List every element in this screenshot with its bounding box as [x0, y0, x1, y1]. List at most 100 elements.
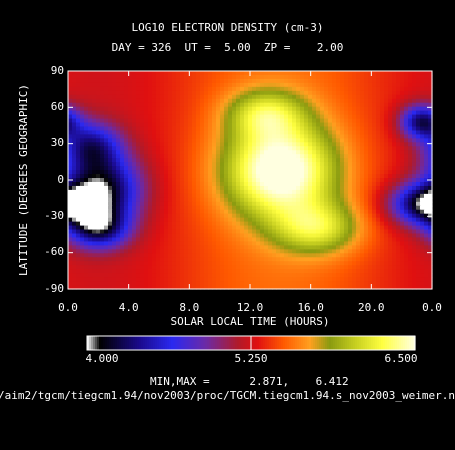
- heatmap-cell: [68, 205, 73, 211]
- heatmap-cell: [392, 90, 397, 96]
- heatmap-cell: [200, 181, 205, 187]
- heatmap-cell: [228, 181, 233, 187]
- heatmap-cell: [420, 174, 425, 179]
- heatmap-cell: [400, 209, 405, 215]
- heatmap-cell: [128, 249, 133, 254]
- heatmap-cell: [88, 90, 93, 96]
- heatmap-cell: [76, 122, 81, 128]
- heatmap-cell: [344, 162, 349, 167]
- heatmap-cell: [312, 166, 317, 171]
- heatmap-cell: [148, 261, 153, 266]
- heatmap-cell: [396, 174, 401, 179]
- heatmap-cell: [340, 185, 345, 191]
- heatmap-cell: [324, 94, 329, 100]
- heatmap-cell: [204, 126, 209, 132]
- heatmap-cell: [380, 281, 385, 286]
- heatmap-cell: [312, 74, 317, 80]
- heatmap-cell: [244, 134, 249, 139]
- heatmap-cell: [324, 245, 329, 250]
- heatmap-cell: [136, 142, 141, 147]
- heatmap-cell: [372, 261, 377, 266]
- heatmap-cell: [252, 170, 257, 175]
- heatmap-cell: [216, 281, 221, 286]
- heatmap-cell: [420, 146, 425, 151]
- heatmap-cell: [316, 82, 321, 88]
- heatmap-cell: [204, 209, 209, 215]
- heatmap-cell: [132, 181, 137, 187]
- heatmap-cell: [116, 86, 121, 92]
- heatmap-cell: [200, 185, 205, 191]
- heatmap-cell: [320, 217, 325, 223]
- heatmap-cell: [372, 86, 377, 92]
- heatmap-cell: [232, 241, 237, 246]
- heatmap-cell: [172, 185, 177, 191]
- heatmap-cell: [216, 166, 221, 171]
- heatmap-cell: [84, 265, 89, 270]
- heatmap-cell: [124, 277, 129, 282]
- heatmap-cell: [100, 181, 105, 187]
- heatmap-cell: [96, 189, 101, 195]
- heatmap-cell: [348, 205, 353, 211]
- heatmap-cell: [352, 209, 357, 215]
- heatmap-cell: [96, 82, 101, 88]
- heatmap-cell: [364, 245, 369, 250]
- heatmap-cell: [136, 86, 141, 92]
- heatmap-cell: [356, 193, 361, 199]
- heatmap-cell: [360, 122, 365, 128]
- heatmap-cell: [412, 138, 417, 143]
- heatmap-cell: [168, 281, 173, 286]
- heatmap-cell: [348, 213, 353, 219]
- heatmap-cell: [204, 162, 209, 167]
- heatmap-cell: [184, 106, 189, 112]
- heatmap-cell: [128, 158, 133, 163]
- heatmap-cell: [268, 185, 273, 191]
- heatmap-cell: [292, 90, 297, 96]
- heatmap-cell: [84, 245, 89, 250]
- heatmap-cell: [220, 174, 225, 179]
- heatmap-cell: [120, 197, 125, 203]
- heatmap-cell: [180, 269, 185, 274]
- heatmap-cell: [272, 94, 277, 100]
- heatmap-cell: [172, 225, 177, 231]
- heatmap-cell: [228, 142, 233, 147]
- heatmap-cell: [396, 82, 401, 88]
- heatmap-cell: [384, 110, 389, 116]
- heatmap-cell: [92, 94, 97, 100]
- heatmap-cell: [80, 269, 85, 274]
- heatmap-cell: [88, 82, 93, 88]
- heatmap-cell: [352, 118, 357, 124]
- heatmap-cell: [108, 277, 113, 282]
- heatmap-cell: [364, 217, 369, 223]
- heatmap-cell: [96, 225, 101, 231]
- heatmap-cell: [392, 225, 397, 231]
- heatmap-cell: [344, 281, 349, 286]
- heatmap-cell: [156, 185, 161, 191]
- heatmap-cell: [408, 74, 413, 80]
- heatmap-cell: [132, 122, 137, 128]
- heatmap-cell: [168, 285, 173, 290]
- heatmap-cell: [296, 150, 301, 155]
- heatmap-cell: [300, 241, 305, 246]
- heatmap-cell: [188, 78, 193, 84]
- heatmap-cell: [96, 213, 101, 219]
- heatmap-cell: [72, 273, 77, 278]
- heatmap-cell: [228, 114, 233, 120]
- heatmap-cell: [372, 142, 377, 147]
- heatmap-cell: [196, 178, 201, 183]
- heatmap-cell: [392, 249, 397, 254]
- heatmap-cell: [196, 241, 201, 246]
- heatmap-cell: [236, 162, 241, 167]
- heatmap-cell: [276, 82, 281, 88]
- heatmap-cell: [156, 265, 161, 270]
- heatmap-cell: [256, 98, 261, 104]
- heatmap-cell: [132, 98, 137, 104]
- heatmap-cell: [352, 174, 357, 179]
- heatmap-cell: [160, 90, 165, 96]
- heatmap-cell: [148, 217, 153, 223]
- heatmap-cell: [192, 178, 197, 183]
- heatmap-cell: [424, 197, 429, 203]
- heatmap-cell: [184, 142, 189, 147]
- heatmap-cell: [124, 154, 129, 159]
- heatmap-cell: [276, 265, 281, 270]
- heatmap-cell: [332, 118, 337, 124]
